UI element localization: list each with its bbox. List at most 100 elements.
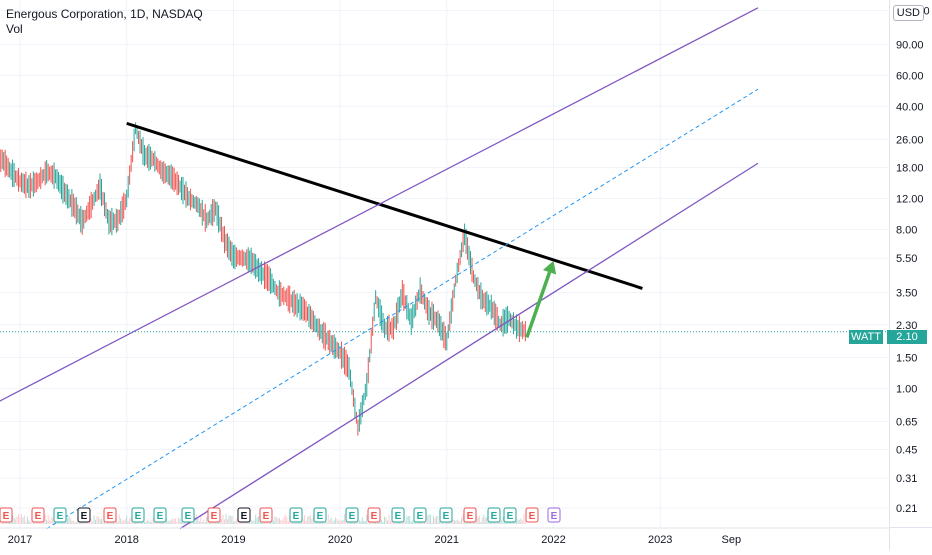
- volume-bar: [311, 518, 313, 524]
- volume-bar: [502, 517, 504, 524]
- earnings-marker-label: E: [57, 511, 64, 522]
- earnings-marker-box: [547, 507, 561, 523]
- volume-bar: [329, 519, 331, 524]
- earnings-marker: E: [391, 507, 405, 523]
- earnings-marker: E: [103, 507, 117, 523]
- volume-bar: [521, 520, 523, 524]
- volume-bar: [25, 521, 27, 524]
- volume-bar: [234, 521, 236, 524]
- earnings-marker: E: [53, 507, 67, 523]
- volume-bar: [275, 517, 277, 524]
- volume-bar: [280, 519, 282, 524]
- y-axis-ticks: 220.00140.0090.0060.0040.0026.0018.0012.…: [896, 5, 930, 514]
- volume-bar: [127, 521, 129, 524]
- volume-bar: [49, 520, 51, 524]
- earnings-marker: E: [181, 507, 195, 523]
- earnings-marker: E: [237, 507, 251, 523]
- volume-bar: [121, 521, 123, 524]
- volume-bar: [481, 517, 483, 524]
- volume-bar: [341, 520, 343, 524]
- volume-bar: [172, 518, 174, 524]
- volume-bar: [306, 516, 308, 524]
- volume-bar: [515, 520, 517, 524]
- volume-bar: [19, 517, 21, 524]
- volume-bar: [290, 521, 292, 524]
- projection-arrow: [525, 260, 557, 338]
- volume-bar: [47, 514, 49, 524]
- volume-bar: [384, 516, 386, 524]
- volume-bar: [407, 516, 409, 524]
- volume-bar: [224, 519, 226, 524]
- earnings-marker: E: [487, 507, 501, 523]
- volume-bar: [432, 515, 434, 524]
- volume-bar: [425, 521, 427, 524]
- volume-bar: [324, 521, 326, 524]
- volume-bar: [90, 518, 92, 524]
- volume-bar: [523, 514, 525, 524]
- volume-bar: [305, 520, 307, 524]
- volume-bar: [124, 519, 126, 524]
- earnings-marker-label: E: [395, 511, 402, 522]
- volume-bar: [404, 520, 406, 524]
- volume-bar: [284, 514, 286, 524]
- volume-bar: [102, 520, 104, 524]
- volume-bar: [221, 518, 223, 524]
- y-tick-label: 2.30: [896, 320, 917, 332]
- volume-bar: [499, 521, 501, 524]
- volume-bar: [68, 516, 70, 524]
- axis-corner[interactable]: [889, 527, 932, 550]
- volume-bar: [200, 516, 202, 524]
- volume-bar: [327, 514, 329, 524]
- volume-bar: [309, 515, 311, 524]
- volume-bar: [342, 519, 344, 524]
- volume-bar: [181, 521, 183, 524]
- earnings-marker-box: [313, 507, 327, 523]
- price-scale[interactable]: 220.00140.0090.0060.0040.0026.0018.0012.…: [889, 0, 932, 550]
- volume-bar: [173, 518, 175, 524]
- volume-bar: [258, 516, 260, 524]
- earnings-marker: E: [547, 507, 561, 523]
- earnings-marker-box: [53, 507, 67, 523]
- volume-bar: [209, 521, 211, 524]
- volume-bar: [283, 517, 285, 524]
- earnings-marker-label: E: [371, 511, 378, 522]
- volume-bar: [231, 516, 233, 524]
- volume-bar: [149, 521, 151, 524]
- volume-bar: [194, 517, 196, 524]
- volume-bar: [50, 517, 52, 524]
- trendline-channel-upper: [0, 7, 759, 402]
- arrow-shaft: [525, 271, 552, 338]
- volume-bar: [338, 520, 340, 524]
- volume-bar: [197, 516, 199, 524]
- earnings-marker-box: [31, 507, 45, 523]
- y-tick-label: 5.50: [896, 253, 917, 265]
- earnings-marker-label: E: [3, 511, 10, 522]
- volume-bar: [361, 517, 363, 524]
- y-tick-label: 3.50: [896, 288, 917, 300]
- volume-bar: [152, 518, 154, 524]
- earnings-marker: E: [289, 507, 303, 523]
- earnings-marker: E: [313, 507, 327, 523]
- volume-label: Vol: [6, 22, 23, 36]
- earnings-marker-label: E: [551, 511, 558, 522]
- volume-bar: [250, 520, 252, 524]
- volume-bar: [98, 516, 100, 524]
- earnings-marker-box: [367, 507, 381, 523]
- volume-bar: [71, 520, 73, 524]
- volume-bar: [412, 520, 414, 524]
- volume-bar: [118, 514, 120, 524]
- earnings-marker-label: E: [491, 511, 498, 522]
- y-tick-label: 0.31: [896, 473, 917, 485]
- earnings-marker-box: [487, 507, 501, 523]
- volume-bar: [101, 518, 103, 524]
- volume-bar: [434, 517, 436, 524]
- volume-bar: [389, 520, 391, 524]
- volume-bar: [511, 521, 513, 524]
- volume-bar: [166, 518, 168, 524]
- volume-bar: [252, 521, 254, 524]
- earnings-marker-box: [413, 507, 427, 523]
- volume-bar: [143, 521, 145, 524]
- currency-button[interactable]: USD: [892, 5, 924, 21]
- volume-bar: [72, 520, 74, 524]
